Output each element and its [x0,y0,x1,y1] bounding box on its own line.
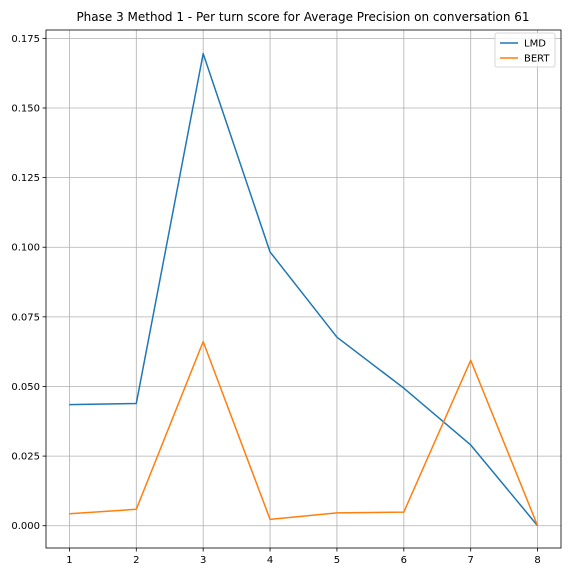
x-tick-label: 1 [66,555,72,566]
y-tick-label: 0.050 [11,382,40,393]
x-tick-label: 4 [267,555,273,566]
legend-label-bert: BERT [524,54,550,65]
chart-title: Phase 3 Method 1 - Per turn score for Av… [76,10,529,24]
x-tick-label: 3 [200,555,206,566]
y-tick-label: 0.125 [11,173,40,184]
series-line-bert [69,340,539,527]
plot-frame [45,29,562,549]
series-layer [69,52,539,527]
x-tick-label: 7 [468,555,474,566]
x-tick-label: 8 [534,555,540,566]
legend-label-lmd: LMD [524,39,546,50]
y-tick-label: 0.100 [11,243,40,254]
y-tick-label: 0.000 [11,521,40,532]
x-tick-label: 6 [401,555,407,566]
y-tick-label: 0.025 [11,452,40,463]
x-tick-label: 5 [334,555,340,566]
y-tick-label: 0.150 [11,103,40,114]
legend: LMD BERT [494,32,556,68]
axis-layer: 1 2 3 4 5 6 7 8 0.000 0.025 0.050 0.075 0.100 0.125 0.… [11,29,562,566]
grid-layer [46,30,561,548]
y-tick-label: 0.175 [11,34,40,45]
series-line-lmd [69,52,539,527]
x-tick-label: 2 [133,555,139,566]
y-tick-label: 0.075 [11,312,40,323]
